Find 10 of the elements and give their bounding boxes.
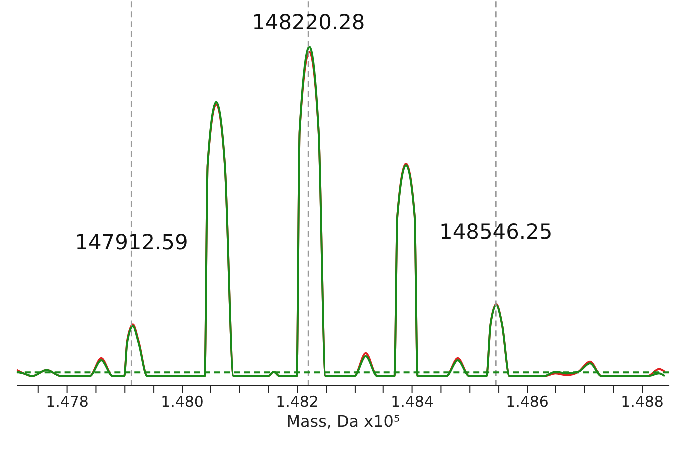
x-tick-label: 1.482 <box>276 392 319 411</box>
x-tick-label: 1.478 <box>46 392 89 411</box>
x-tick-label: 1.480 <box>161 392 204 411</box>
x-tick-label: 1.486 <box>506 392 549 411</box>
annotation: 148220.28 <box>252 10 366 34</box>
x-tick-label: 1.488 <box>621 392 664 411</box>
x-axis-title: Mass, Da x10⁵ <box>286 412 400 431</box>
annotation: 147912.59 <box>75 230 188 254</box>
annotation: 148546.25 <box>440 220 553 244</box>
x-tick-label: 1.484 <box>391 392 434 411</box>
